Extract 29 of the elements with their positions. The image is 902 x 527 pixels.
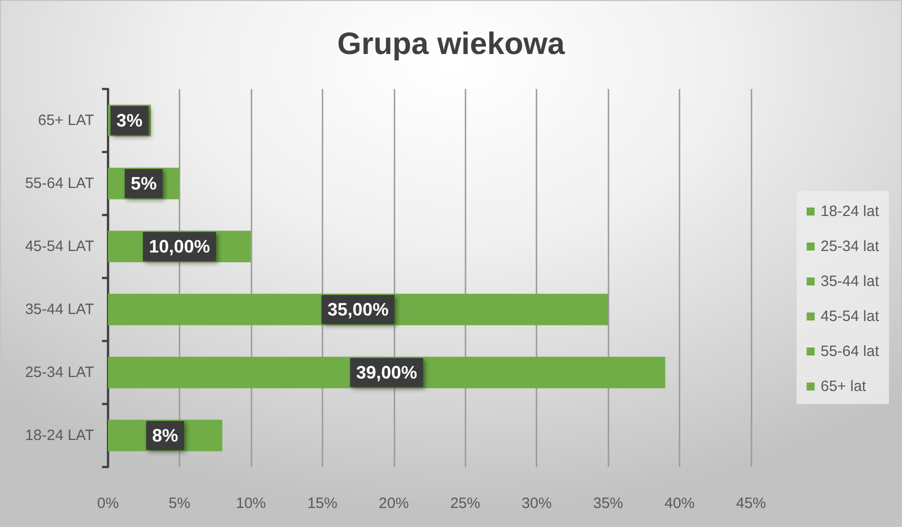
x-tick-label: 5% (168, 495, 190, 512)
y-tick-label: 35-44 LAT (25, 301, 94, 318)
y-tick-label: 18-24 LAT (25, 427, 94, 444)
data-label: 39,00% (356, 362, 418, 382)
legend-label: 45-54 lat (820, 308, 880, 325)
legend-label: 35-44 lat (820, 273, 880, 290)
x-tick-label: 20% (378, 495, 409, 512)
chart-title: Grupa wiekowa (337, 26, 566, 61)
data-label: 3% (116, 110, 142, 130)
data-label: 10,00% (148, 236, 210, 256)
y-tick-label: 65+ LAT (38, 112, 94, 129)
x-tick-label: 30% (522, 495, 552, 512)
y-tick-label: 45-54 LAT (25, 238, 94, 255)
x-tick-label: 25% (450, 495, 480, 512)
data-label: 35,00% (328, 300, 389, 320)
x-tick-label: 15% (307, 495, 338, 512)
x-tick-label: 45% (736, 495, 766, 512)
data-label: 8% (152, 426, 178, 446)
y-tick-label: 25-34 LAT (25, 364, 94, 381)
x-tick-label: 10% (236, 495, 266, 512)
legend-label: 25-34 lat (820, 238, 880, 255)
legend-label: 65+ lat (820, 378, 867, 395)
legend-label: 18-24 lat (820, 203, 880, 220)
y-tick-label: 55-64 LAT (25, 175, 94, 192)
x-tick-label: 35% (593, 495, 624, 512)
data-label: 5% (130, 174, 157, 194)
x-tick-label: 0% (97, 495, 119, 512)
x-tick-label: 40% (664, 495, 695, 512)
legend-label: 55-64 lat (820, 343, 880, 360)
